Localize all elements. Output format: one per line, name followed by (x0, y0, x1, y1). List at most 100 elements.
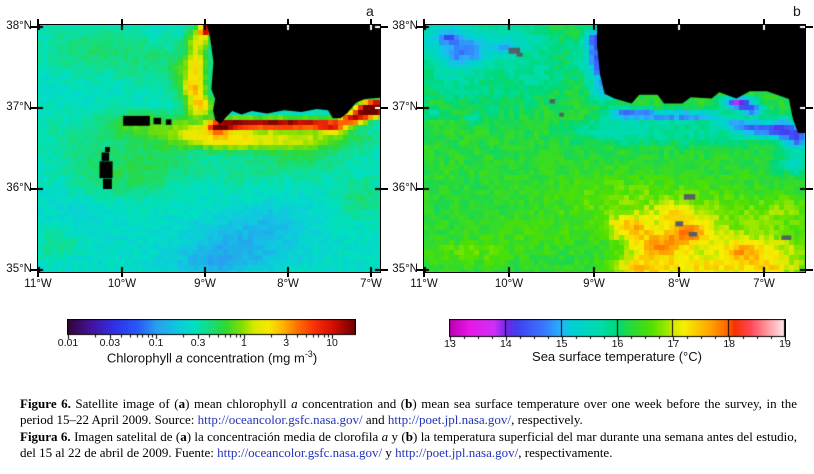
text-segment: b (405, 429, 413, 444)
x-tick-label: 7°W (753, 278, 775, 290)
x-tick-label: 11°W (24, 278, 52, 290)
text-segment: , respectivamente. (518, 445, 613, 461)
chlorophyll-colorbar (67, 319, 356, 341)
sst-colorbar-tick-label: 15 (555, 338, 568, 350)
text-segment: and (362, 412, 388, 428)
x-tick-mark (763, 273, 765, 277)
y-tick-mark (416, 269, 423, 271)
source-link[interactable]: http://poet.jpl.nasa.gov/ (395, 445, 519, 461)
x-tick-mark (37, 19, 39, 24)
y-tick-label: 36°N (6, 182, 32, 194)
y-tick-label: 36°N (392, 182, 418, 194)
x-tick-mark (423, 273, 425, 277)
sst-colorbar-tick-label: 18 (723, 338, 735, 350)
x-tick-label: 7°W (360, 278, 382, 290)
x-tick-label: 9°W (583, 278, 605, 290)
text-segment: ) mean chlorophyll (185, 396, 292, 411)
chlorophyll-colorbar-title: Chlorophyll a concentration (mg m-3) (96, 349, 328, 365)
text-segment: concentration (mg m (182, 350, 305, 366)
chlorophyll-colorbar-tick-label: 0.1 (148, 337, 164, 349)
sst-map-image (424, 25, 805, 272)
sst-colorbar-tick-label: 19 (779, 338, 791, 350)
sst-colorbar-tick-label: 13 (444, 338, 456, 350)
x-tick-mark (508, 273, 510, 277)
x-tick-mark (678, 19, 680, 24)
text-segment: Figura 6. (20, 429, 71, 444)
text-segment: Imagen satelital de ( (70, 429, 181, 444)
y-tick-mark (806, 107, 813, 109)
x-tick-mark (370, 19, 372, 24)
text-segment: a (178, 396, 186, 411)
y-tick-mark (30, 188, 37, 190)
chlorophyll-colorbar-tick-label: 3 (283, 337, 290, 349)
text-segment: a (180, 429, 187, 444)
chlorophyll-map-image (38, 25, 380, 272)
source-link[interactable]: http://poet.jpl.nasa.gov/ (387, 412, 512, 428)
y-tick-mark (381, 26, 388, 28)
x-tick-mark (508, 19, 510, 24)
panel-a-label: a (366, 3, 374, 19)
x-tick-label: 9°W (194, 278, 216, 290)
text-segment: Figure 6. (20, 396, 71, 411)
y-tick-mark (416, 107, 423, 109)
x-tick-mark (423, 19, 425, 24)
chlorophyll-colorbar-tick-label: 0.01 (57, 337, 79, 349)
x-tick-label: 10°W (107, 278, 137, 290)
y-tick-label: 35°N (392, 263, 418, 275)
text-segment: b (405, 396, 413, 411)
y-tick-label: 38°N (6, 20, 32, 32)
x-tick-label: 8°W (277, 278, 299, 290)
y-tick-label: 37°N (392, 101, 418, 113)
chlorophyll-colorbar-tick-label: 10 (326, 337, 338, 349)
x-tick-mark (121, 273, 123, 277)
text-segment: Chlorophyll (106, 350, 176, 366)
x-tick-mark (593, 19, 595, 24)
x-tick-label: 10°W (494, 278, 524, 290)
text-segment: y (382, 445, 396, 461)
x-tick-mark (287, 19, 289, 24)
text-segment: a (381, 429, 389, 444)
x-tick-mark (763, 19, 765, 24)
y-tick-mark (806, 188, 813, 190)
y-tick-mark (30, 269, 37, 271)
sst-map-plot (423, 24, 806, 273)
x-tick-mark (287, 273, 289, 277)
sst-colorbar (449, 319, 786, 342)
text-segment: -3 (304, 349, 313, 359)
source-link[interactable]: http://oceancolor.gsfc.nasa.gov/ (197, 412, 363, 428)
text-segment: ) la concentración media de clorofila (186, 429, 382, 444)
source-link[interactable]: http://oceancolor.gsfc.nasa.gov/ (217, 445, 383, 461)
x-tick-label: 8°W (668, 278, 690, 290)
sst-colorbar-tick-label: 14 (499, 338, 512, 350)
text-segment: concentration and ( (297, 396, 406, 411)
y-tick-mark (381, 188, 388, 190)
y-tick-mark (381, 107, 388, 109)
y-tick-mark (806, 26, 813, 28)
sst-colorbar-title: Sea surface temperature (°C) (532, 349, 702, 364)
text-segment: ) la temperatura superficial del mar dur… (20, 429, 797, 461)
text-segment: Satellite image of ( (70, 396, 179, 411)
y-tick-label: 37°N (6, 101, 32, 113)
text-segment: ) mean sea surface temperature over one … (20, 396, 797, 428)
chlorophyll-colorbar-tick-label: 1 (241, 337, 247, 349)
text-segment: ) (312, 350, 318, 366)
panel-b-label: b (793, 3, 801, 19)
x-tick-mark (678, 273, 680, 277)
y-tick-mark (381, 269, 388, 271)
chlorophyll-colorbar-tick-label: 0.3 (190, 337, 206, 349)
y-tick-mark (416, 188, 423, 190)
x-tick-mark (204, 19, 206, 24)
y-tick-label: 38°N (392, 20, 418, 32)
caption-spanish: Figura 6. Imagen satelital de (a) la con… (20, 429, 797, 462)
text-segment: a (291, 396, 298, 411)
x-tick-mark (204, 273, 206, 277)
text-segment: y ( (388, 429, 406, 444)
x-tick-mark (593, 273, 595, 277)
y-tick-mark (806, 269, 813, 271)
x-tick-mark (370, 273, 372, 277)
y-tick-mark (30, 26, 37, 28)
y-tick-label: 35°N (6, 263, 32, 275)
x-tick-label: 11°W (410, 278, 438, 290)
x-tick-mark (37, 273, 39, 277)
